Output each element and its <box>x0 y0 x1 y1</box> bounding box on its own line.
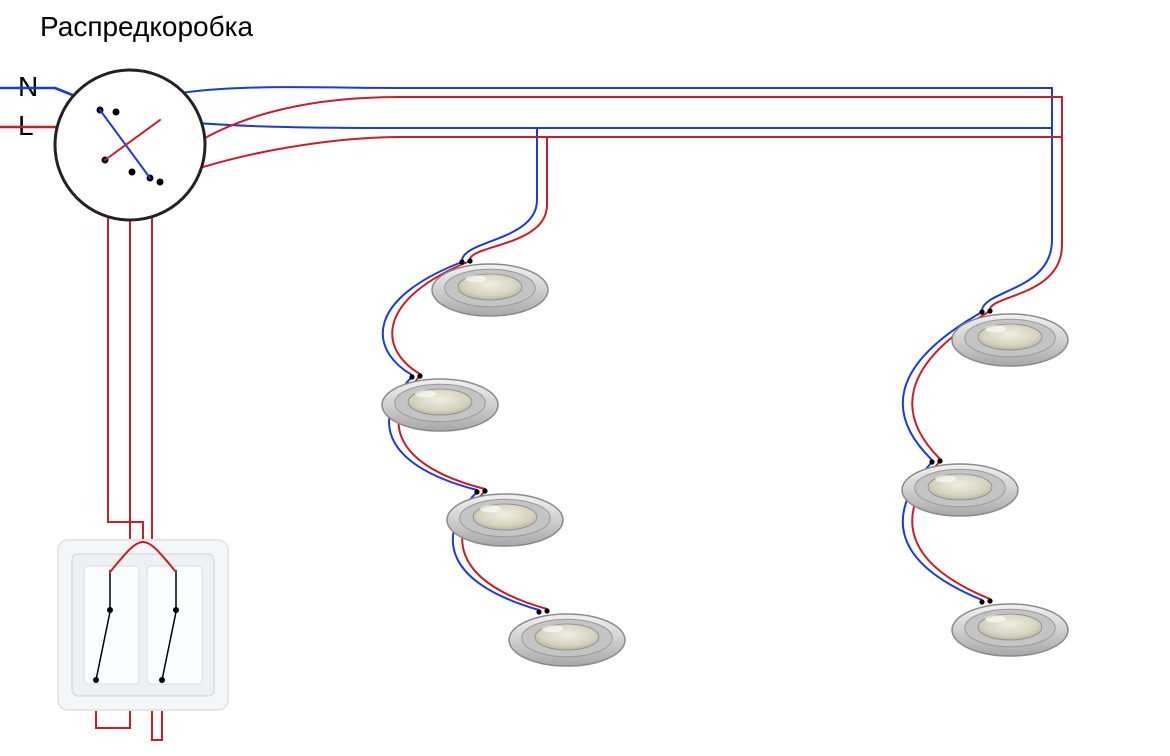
light-group-1 <box>382 258 625 666</box>
recessed-light <box>509 608 625 666</box>
recessed-light <box>382 373 498 431</box>
light-group-2 <box>902 308 1068 656</box>
wiring-diagram: Распредкоробка N L <box>0 0 1170 756</box>
junction-box <box>55 70 205 220</box>
title-text: Распредкоробка <box>40 11 254 42</box>
recessed-light <box>902 458 1018 516</box>
recessed-light <box>952 598 1068 656</box>
line-label: L <box>18 110 34 141</box>
recessed-light <box>952 308 1068 366</box>
double-switch <box>58 540 228 710</box>
recessed-light <box>447 488 563 546</box>
neutral-label: N <box>18 71 38 102</box>
